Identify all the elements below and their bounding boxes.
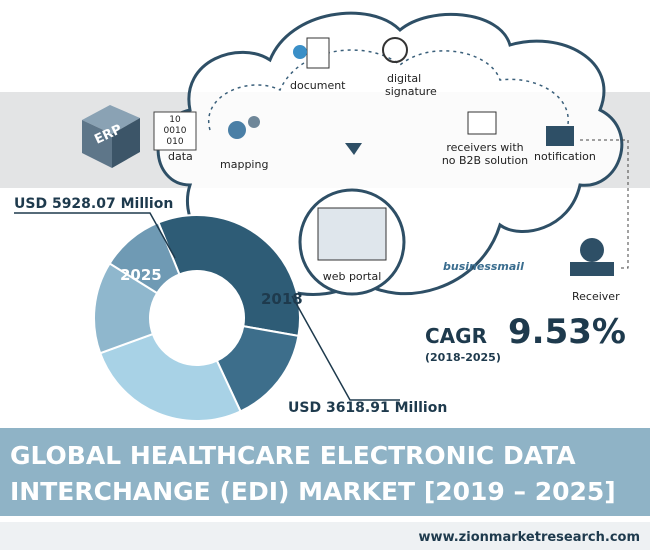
footer-band xyxy=(0,522,650,550)
notification-label: notification xyxy=(534,150,596,163)
check-icon xyxy=(293,45,307,59)
receivers-icon xyxy=(467,111,497,135)
connector xyxy=(580,139,629,269)
leader-line xyxy=(14,212,176,259)
signature-label: signature xyxy=(385,85,437,98)
receiver-icon xyxy=(580,238,604,262)
portal-screen xyxy=(317,207,387,261)
mail-icon xyxy=(546,126,574,146)
document-label: document xyxy=(290,79,346,92)
web-portal-label: web portal xyxy=(323,270,382,283)
data-label: data xyxy=(168,150,193,163)
erp-icon xyxy=(82,105,140,168)
leader-line xyxy=(291,295,400,401)
donut xyxy=(93,214,301,422)
donut-segment xyxy=(98,332,242,422)
receivers-label: no B2B solution xyxy=(442,154,528,167)
donut-segment xyxy=(157,214,301,338)
website: www.zionmarketresearch.com xyxy=(419,530,640,545)
dotted-path xyxy=(207,49,569,136)
receivers-label: receivers with xyxy=(446,141,523,154)
gear-icon xyxy=(228,121,246,139)
down-icon xyxy=(345,143,362,155)
receiver-label: Receiver xyxy=(572,290,620,303)
receiver-icon xyxy=(570,262,614,276)
value-2025: USD 5928.07 Million xyxy=(14,196,173,212)
label-2025: 2025 xyxy=(120,266,162,284)
title-line: INTERCHANGE (EDI) MARKET [2019 – 2025] xyxy=(10,477,616,506)
donut-segment xyxy=(108,221,181,295)
cagr-value: 9.53% xyxy=(508,312,626,352)
fingerprint-icon xyxy=(382,37,408,63)
data-bits: 010 xyxy=(166,137,183,147)
data-bits: 0010 xyxy=(164,126,187,136)
cagr-period: (2018-2025) xyxy=(425,351,501,364)
gear-icon xyxy=(248,116,260,128)
title-band xyxy=(0,428,650,516)
data-icon xyxy=(153,111,197,151)
title-line: GLOBAL HEALTHCARE ELECTRONIC DATA xyxy=(10,441,576,470)
data-bits: 10 xyxy=(169,115,181,125)
signature-label: digital xyxy=(387,72,421,85)
mapping-label: mapping xyxy=(220,158,268,171)
label-2018: 2018 xyxy=(261,290,303,308)
document-icon xyxy=(306,37,330,69)
cagr-label: CAGR xyxy=(425,324,487,348)
businessmail-label: businessmail xyxy=(443,260,524,273)
value-2018: USD 3618.91 Million xyxy=(288,400,447,416)
